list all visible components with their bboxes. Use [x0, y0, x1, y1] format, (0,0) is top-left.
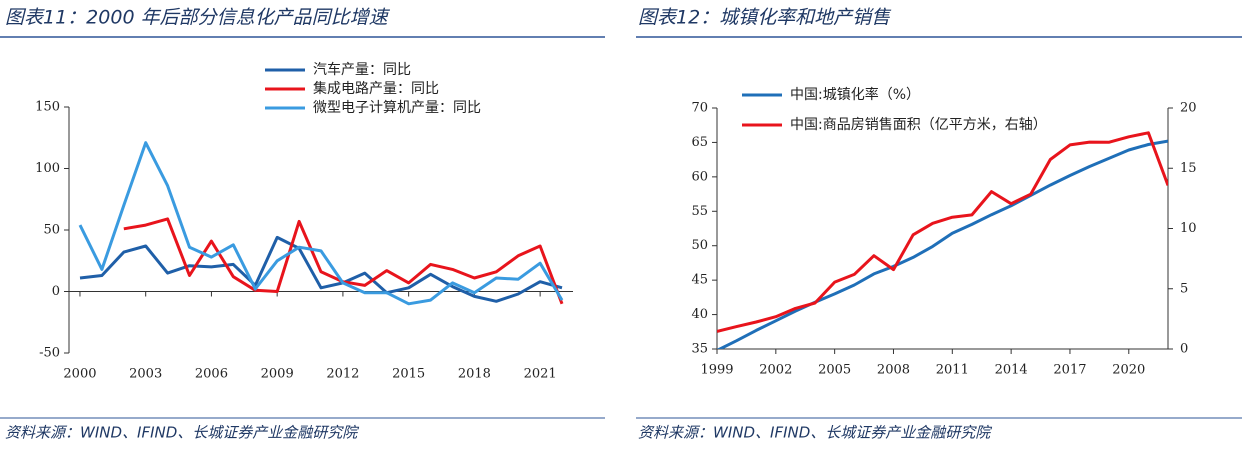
y-tick-label: 150	[35, 100, 60, 115]
x-tick-label: 2002	[759, 363, 792, 378]
legend-label: 汽车产量：同比	[313, 61, 411, 78]
legend-label: 中国:商品房销售面积（亿平方米，右轴）	[790, 117, 1047, 133]
x-tick-label: 2003	[129, 367, 162, 382]
series-line	[717, 139, 1168, 349]
x-tick-label: 2017	[1053, 363, 1086, 378]
y-tick-label: 55	[691, 204, 708, 219]
y-tick-label: 50	[43, 223, 60, 238]
y2-tick-label: 5	[1180, 281, 1188, 296]
y-tick-label: 50	[691, 238, 708, 253]
x-tick-label: 2005	[818, 363, 851, 378]
series-line	[79, 235, 563, 303]
series-line	[717, 131, 1168, 333]
x-tick-label: 2006	[195, 367, 228, 382]
y2-tick-label: 15	[1180, 161, 1197, 176]
plot-area	[717, 131, 1168, 349]
series-line	[78, 141, 564, 306]
y-tick-label: 35	[691, 342, 708, 357]
y2-tick-label: 0	[1180, 342, 1188, 357]
y-tick-label: 60	[691, 169, 708, 184]
chart-title: 图表11：2000 年后部分信息化产品同比增速	[5, 7, 391, 29]
y2-tick-label: 20	[1180, 101, 1197, 116]
x-tick-label: 2008	[877, 363, 910, 378]
legend-label: 集成电路产量：同比	[313, 80, 439, 97]
x-tick-label: 2018	[458, 367, 491, 382]
x-tick-label: 2014	[995, 363, 1028, 378]
y-tick-label: 65	[691, 135, 708, 150]
y-tick-label: -50	[39, 346, 60, 361]
legend-label: 中国:城镇化率（%）	[790, 86, 920, 103]
y2-tick-label: 10	[1180, 221, 1197, 236]
source-note: 资料来源：WIND、IFIND、长城证券产业金融研究院	[5, 424, 359, 442]
source-note: 资料来源：WIND、IFIND、长城证券产业金融研究院	[638, 424, 992, 442]
x-tick-label: 2021	[524, 367, 557, 382]
y-tick-label: 100	[35, 161, 60, 176]
y-tick-label: 70	[691, 101, 708, 116]
x-tick-label: 2011	[936, 363, 969, 378]
y-tick-label: 45	[691, 273, 708, 288]
chart-title: 图表12：城镇化率和地产销售	[638, 7, 892, 29]
x-tick-label: 2009	[261, 367, 294, 382]
y-tick-label: 40	[691, 307, 708, 322]
x-tick-label: 2000	[63, 367, 96, 382]
x-tick-label: 2020	[1112, 363, 1145, 378]
x-tick-label: 2012	[326, 367, 359, 382]
x-tick-label: 1999	[700, 363, 733, 378]
x-tick-label: 2015	[392, 367, 425, 382]
y-tick-label: 0	[52, 284, 60, 299]
plot-area	[78, 141, 564, 306]
legend-label: 微型电子计算机产量：同比	[313, 100, 481, 116]
